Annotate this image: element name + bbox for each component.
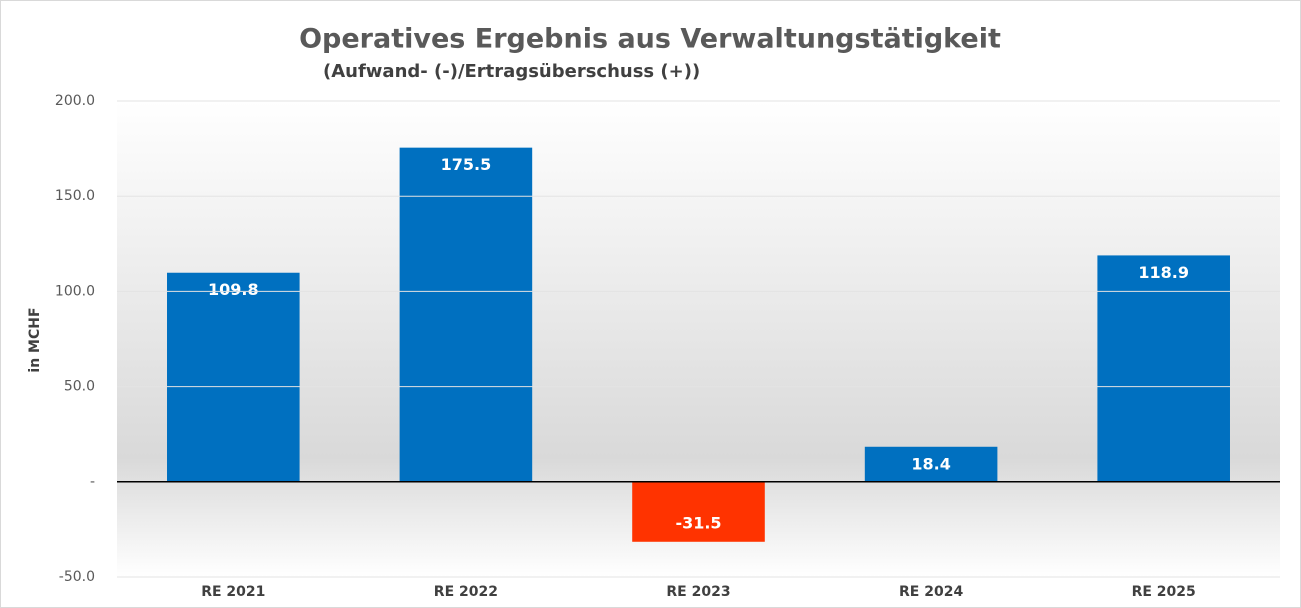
bar — [1097, 255, 1230, 482]
x-tick-label: RE 2022 — [434, 584, 498, 600]
bar — [399, 147, 533, 482]
y-axis-label: in MCHF — [27, 307, 43, 372]
chart-subtitle: (Aufwand- (-)/Ertragsüberschuss (+)) — [323, 61, 700, 82]
x-tick-label: RE 2023 — [666, 584, 730, 600]
x-tick-label: RE 2021 — [201, 584, 265, 600]
y-tick-label: - — [90, 474, 95, 490]
bar — [632, 481, 765, 542]
bar — [167, 272, 300, 482]
chart-title: Operatives Ergebnis aus Verwaltungstätig… — [299, 24, 1001, 55]
data-label: -31.5 — [675, 513, 721, 532]
data-label: 109.8 — [208, 280, 259, 299]
bar — [864, 446, 998, 482]
data-label: 118.9 — [1138, 263, 1189, 282]
data-label: 175.5 — [441, 155, 492, 174]
marks: 109.8 175.5 -31.5 18.4 118.9 — [167, 147, 1230, 542]
y-tick-label: 200.0 — [55, 93, 95, 109]
data-label: 18.4 — [911, 454, 950, 473]
y-tick-label: 150.0 — [55, 188, 95, 204]
x-tick-label: RE 2025 — [1132, 584, 1196, 600]
y-tick-label: -50.0 — [59, 569, 95, 585]
y-tick-label: 50.0 — [64, 379, 95, 395]
x-tick-label: RE 2024 — [899, 584, 963, 600]
y-tick-label: 100.0 — [55, 283, 95, 299]
